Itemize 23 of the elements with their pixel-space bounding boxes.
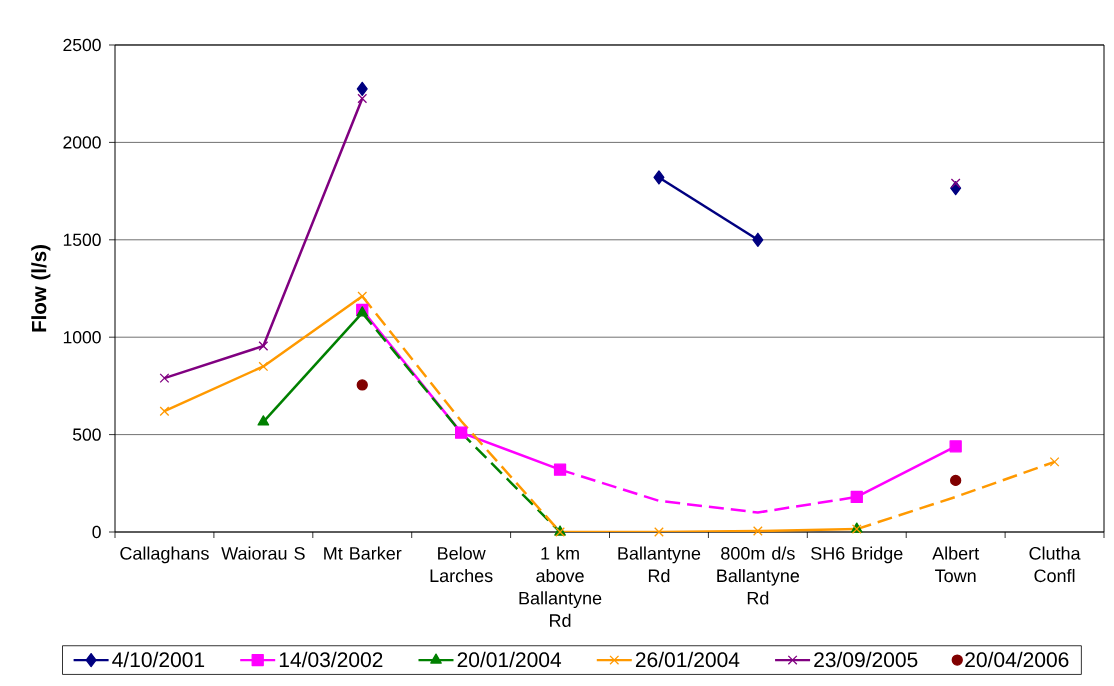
x-tick-label: 800m d/s Ballantyne Rd bbox=[717, 546, 800, 605]
legend-label: 14/03/2002 bbox=[279, 651, 383, 668]
y-tick-label: 1500 bbox=[63, 233, 101, 246]
y-tick-label: 2500 bbox=[63, 38, 101, 52]
x-tick-label: Albert Town bbox=[932, 546, 980, 583]
y-tick-label: 2000 bbox=[63, 136, 101, 149]
legend-label: 20/01/2004 bbox=[457, 651, 562, 668]
x-tick-label: Below Larches bbox=[430, 546, 493, 583]
x-tick-label: Callaghans bbox=[120, 546, 209, 564]
y-tick-label: 500 bbox=[72, 428, 101, 441]
y-tick-label: 0 bbox=[92, 525, 101, 539]
x-tick-label: Waiorau S bbox=[221, 546, 305, 560]
y-tick-label: 1000 bbox=[63, 331, 101, 344]
x-tick-label: SH6 Bridge bbox=[811, 546, 903, 564]
legend-label: 26/01/2004 bbox=[635, 651, 740, 668]
y-axis-title: Flow (l/s) bbox=[31, 245, 51, 332]
x-tick-label: Clutha Confl bbox=[1029, 546, 1081, 583]
x-tick-label: 1 km above Ballantyne Rd bbox=[519, 546, 602, 627]
x-tick-label: Mt Barker bbox=[324, 546, 402, 560]
legend-label: 23/09/2005 bbox=[814, 651, 918, 668]
x-tick-label: Ballantyne Rd bbox=[618, 546, 701, 583]
legend-label: 20/04/2006 bbox=[965, 651, 1069, 668]
legend-label: 4/10/2001 bbox=[112, 651, 205, 668]
